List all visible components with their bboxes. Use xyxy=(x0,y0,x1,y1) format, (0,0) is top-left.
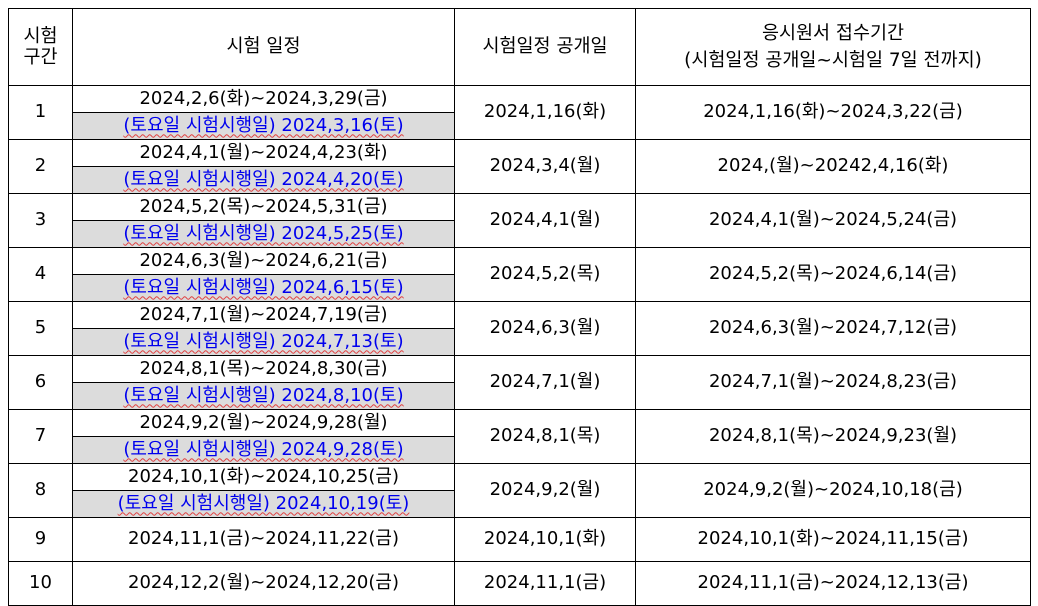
table-row: 1 2024,2,6(화)~2024,3,29(금) 2024,1,16(화) 202… xyxy=(8,85,1031,140)
saturday-exam-text: (토요일 시험시행일) 2024,8,10(토) xyxy=(123,384,404,406)
application-period-cell: 2024,6,3(월)~2024,7,12(금) xyxy=(635,301,1031,356)
table-subrow: (토요일 시험시행일) 2024,8,10(토) xyxy=(9,382,1031,410)
saturday-exam-cell: (토요일 시험시행일) 2024,4,20(토) xyxy=(72,166,455,194)
saturday-exam-cell: (토요일 시험시행일) 2024,3,16(토) xyxy=(72,112,455,140)
application-period-cell: 2024,9,2(월)~2024,10,18(금) xyxy=(635,463,1031,518)
table-subrow: (토요일 시험시행일) 2024,9,28(토) xyxy=(9,436,1031,464)
application-period-cell: 2024,4,1(월)~2024,5,24(금) xyxy=(635,193,1031,248)
table-row: 4 2024,6,3(월)~2024,6,21(금) 2024,5,2(목) 2024… xyxy=(8,247,1031,302)
table-row: 6 2024,8,1(목)~2024,8,30(금) 2024,7,1(월) 2024… xyxy=(8,355,1031,410)
header-application-period: 응시원서 접수기간 (시험일정 공개일~시험일 7일 전까지) xyxy=(635,8,1031,86)
table-row: 8 2024,10,1(화)~2024,10,25(금) 2024,9,2(월) 20… xyxy=(8,463,1031,518)
saturday-exam-cell: (토요일 시험시행일) 2024,6,15(토) xyxy=(72,274,455,302)
saturday-exam-cell: (토요일 시험시행일) 2024,10,19(토) xyxy=(72,490,455,518)
exam-schedule-table: 시험 구간 시험 일정 시험일정 공개일 응시원서 접수기간 (시험일정 공개일… xyxy=(8,8,1031,606)
application-period-cell: 2024,1,16(화)~2024,3,22(금) xyxy=(635,85,1031,140)
exam-period-cell: 2024,9,2(월)~2024,9,28(월) xyxy=(72,409,455,437)
exam-period-cell: 2024,5,2(목)~2024,5,31(금) xyxy=(72,193,455,221)
table-subrow: (토요일 시험시행일) 2024,10,19(토) xyxy=(9,490,1031,518)
saturday-exam-text: (토요일 시험시행일) 2024,5,25(토) xyxy=(123,222,404,244)
section-number-cell: 2 xyxy=(8,139,73,194)
section-number-cell: 7 xyxy=(8,409,73,464)
table-subrow: (토요일 시험시행일) 2024,3,16(토) xyxy=(9,112,1031,140)
release-date-cell: 2024,7,1(월) xyxy=(454,355,636,410)
section-number-cell: 4 xyxy=(8,247,73,302)
header-application-line2: (시험일정 공개일~시험일 7일 전까지) xyxy=(684,50,982,71)
header-section-line2: 구간 xyxy=(23,47,58,68)
saturday-exam-text: (토요일 시험시행일) 2024,3,16(토) xyxy=(123,114,404,136)
exam-period-cell: 2024,7,1(월)~2024,7,19(금) xyxy=(72,301,455,329)
exam-period-cell: 2024,8,1(목)~2024,8,30(금) xyxy=(72,355,455,383)
saturday-exam-cell: (토요일 시험시행일) 2024,8,10(토) xyxy=(72,382,455,410)
exam-period-cell: 2024,12,2(월)~2024,12,20(금) xyxy=(72,561,455,606)
release-date-cell: 2024,9,2(월) xyxy=(454,463,636,518)
application-period-cell: 2024,(월)~20242,4,16(화) xyxy=(635,139,1031,194)
table-subrow: (토요일 시험시행일) 2024,4,20(토) xyxy=(9,166,1031,194)
saturday-exam-text: (토요일 시험시행일) 2024,9,28(토) xyxy=(123,438,404,460)
application-period-cell: 2024,11,1(금)~2024,12,13(금) xyxy=(635,561,1031,606)
header-section: 시험 구간 xyxy=(8,8,73,86)
saturday-exam-text: (토요일 시험시행일) 2024,6,15(토) xyxy=(123,276,404,298)
header-row: 시험 구간 시험 일정 시험일정 공개일 응시원서 접수기간 (시험일정 공개일… xyxy=(8,8,1031,86)
section-number-cell: 3 xyxy=(8,193,73,248)
table-row: 3 2024,5,2(목)~2024,5,31(금) 2024,4,1(월) 2024… xyxy=(8,193,1031,248)
release-date-cell: 2024,6,3(월) xyxy=(454,301,636,356)
section-number-cell: 1 xyxy=(8,85,73,140)
table-row: 10 2024,12,2(월)~2024,12,20(금) 2024,11,1(금)… xyxy=(8,561,1031,606)
section-number-cell: 10 xyxy=(8,561,73,606)
table-row: 7 2024,9,2(월)~2024,9,28(월) 2024,8,1(목) 2024… xyxy=(8,409,1031,464)
application-period-cell: 2024,10,1(화)~2024,11,15(금) xyxy=(635,517,1031,562)
saturday-exam-text: (토요일 시험시행일) 2024,10,19(토) xyxy=(117,492,410,514)
release-date-cell: 2024,1,16(화) xyxy=(454,85,636,140)
exam-period-cell: 2024,6,3(월)~2024,6,21(금) xyxy=(72,247,455,275)
application-period-cell: 2024,8,1(목)~2024,9,23(월) xyxy=(635,409,1031,464)
section-number-cell: 8 xyxy=(8,463,73,518)
table-subrow: (토요일 시험시행일) 2024,6,15(토) xyxy=(9,274,1031,302)
section-number-cell: 5 xyxy=(8,301,73,356)
saturday-exam-cell: (토요일 시험시행일) 2024,9,28(토) xyxy=(72,436,455,464)
header-section-line1: 시험 xyxy=(23,25,58,47)
application-period-cell: 2024,7,1(월)~2024,8,23(금) xyxy=(635,355,1031,410)
exam-period-cell: 2024,11,1(금)~2024,11,22(금) xyxy=(72,517,455,562)
application-period-cell: 2024,5,2(목)~2024,6,14(금) xyxy=(635,247,1031,302)
section-number-cell: 6 xyxy=(8,355,73,410)
saturday-exam-text: (토요일 시험시행일) 2024,4,20(토) xyxy=(123,168,404,190)
header-release-date: 시험일정 공개일 xyxy=(454,8,636,86)
saturday-exam-cell: (토요일 시험시행일) 2024,7,13(토) xyxy=(72,328,455,356)
table-row: 5 2024,7,1(월)~2024,7,19(금) 2024,6,3(월) 2024… xyxy=(8,301,1031,356)
release-date-cell: 2024,5,2(목) xyxy=(454,247,636,302)
release-date-cell: 2024,11,1(금) xyxy=(454,561,636,606)
saturday-exam-text: (토요일 시험시행일) 2024,7,13(토) xyxy=(123,330,404,352)
table-subrow: (토요일 시험시행일) 2024,7,13(토) xyxy=(9,328,1031,356)
exam-period-cell: 2024,2,6(화)~2024,3,29(금) xyxy=(72,85,455,113)
release-date-cell: 2024,10,1(화) xyxy=(454,517,636,562)
table-row: 9 2024,11,1(금)~2024,11,22(금) 2024,10,1(화) 2… xyxy=(8,517,1031,562)
exam-period-cell: 2024,10,1(화)~2024,10,25(금) xyxy=(72,463,455,491)
section-number-cell: 9 xyxy=(8,517,73,562)
release-date-cell: 2024,4,1(월) xyxy=(454,193,636,248)
table-row: 2 2024,4,1(월)~2024,4,23(화) 2024,3,4(월) 2024… xyxy=(8,139,1031,194)
header-exam-schedule: 시험 일정 xyxy=(72,8,455,86)
release-date-cell: 2024,8,1(목) xyxy=(454,409,636,464)
release-date-cell: 2024,3,4(월) xyxy=(454,139,636,194)
header-application-line1: 응시원서 접수기간 xyxy=(761,22,905,44)
exam-period-cell: 2024,4,1(월)~2024,4,23(화) xyxy=(72,139,455,167)
saturday-exam-cell: (토요일 시험시행일) 2024,5,25(토) xyxy=(72,220,455,248)
